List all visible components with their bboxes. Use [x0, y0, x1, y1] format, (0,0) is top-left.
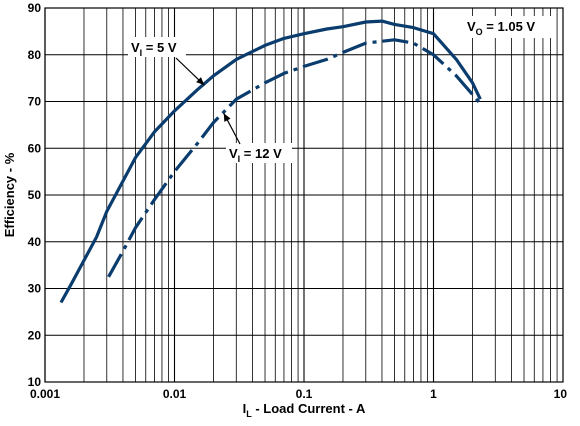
y-tick-label: 70: [28, 95, 42, 109]
labels: 10 20 30 40 50 60 70 80 90 0.001 0.01 0.1 1 10 IL - Lo…: [2, 1, 567, 419]
arrow-head: [223, 113, 231, 122]
annotation-vo: VO = 1.05 V: [467, 19, 535, 37]
series-line-vi-12v: [107, 38, 482, 278]
x-tick-label: 1: [430, 387, 437, 401]
y-tick-label: 10: [28, 375, 42, 389]
x-tick-label: 10: [554, 387, 568, 401]
label-background: [226, 143, 292, 163]
plot-frame: [44, 7, 564, 383]
y-tick-label: 30: [28, 282, 42, 296]
y-tick-label: 40: [28, 235, 42, 249]
y-tick-label: 20: [28, 328, 42, 342]
series-lines: [59, 19, 482, 304]
arrow-head: [196, 77, 205, 86]
x-axis-title: IL - Load Current - A: [243, 401, 366, 419]
label-background: [128, 37, 186, 57]
y-tick-label: 80: [28, 48, 42, 62]
x-tick-label: 0.1: [296, 387, 313, 401]
y-axis-title: Efficiency - %: [2, 152, 17, 237]
grid: [44, 7, 563, 383]
y-tick-label: 90: [28, 1, 42, 15]
series-label-vi-12v: VI = 12 V: [229, 146, 282, 164]
annotation-background: [463, 16, 555, 38]
series-label-vi-5v: VI = 5 V: [131, 40, 177, 58]
series-line-vi-5v: [59, 19, 482, 304]
y-tick-label: 50: [28, 188, 42, 202]
x-tick-label: 0.001: [30, 387, 60, 401]
x-tick-label: 0.01: [163, 387, 187, 401]
y-tick-label: 60: [28, 141, 42, 155]
